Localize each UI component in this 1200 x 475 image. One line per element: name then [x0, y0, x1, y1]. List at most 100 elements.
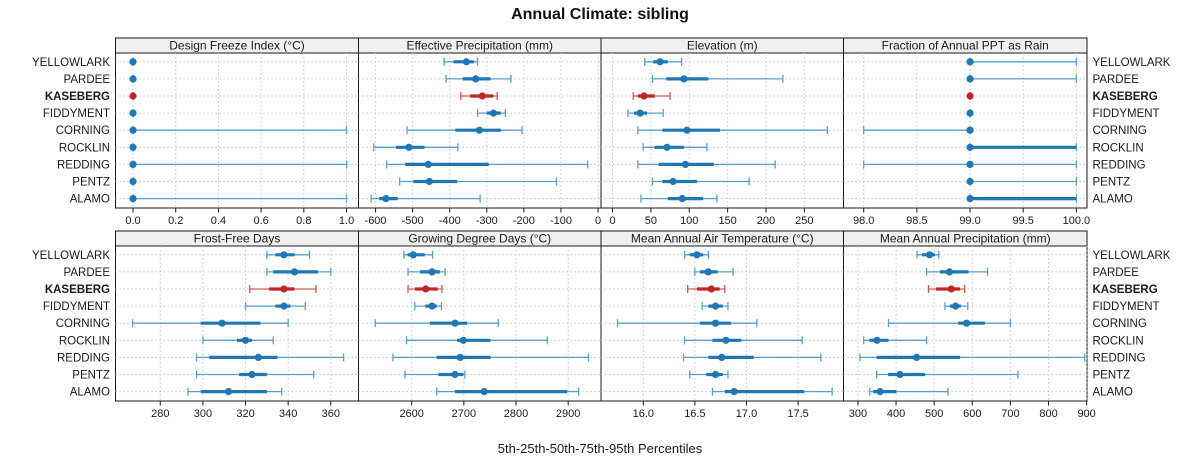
station-label-left-pardee: PARDEE — [64, 267, 111, 279]
median-dot — [681, 160, 690, 168]
station-label-right-corning: CORNING — [1093, 318, 1147, 330]
series-redding — [386, 160, 589, 169]
series-yellowlark — [683, 250, 709, 259]
series-alamo — [370, 194, 481, 203]
panel-frost-free-days: Frost-Free Days 280 300 320 340 360 — [115, 230, 359, 420]
median-dot — [224, 388, 233, 396]
median-dot — [456, 353, 464, 361]
median-dot — [129, 177, 137, 186]
x-tick-label: 800 — [1039, 408, 1057, 420]
median-dot — [966, 109, 974, 117]
median-dot — [129, 75, 137, 83]
series-alamo — [129, 194, 348, 203]
station-label-left-yellowlark: YELLOWLARK — [32, 57, 110, 69]
x-tick-label: 16.5 — [684, 408, 705, 420]
series-corning — [406, 126, 523, 135]
median-dot — [876, 388, 884, 396]
x-tick-label: 100 — [680, 215, 698, 227]
x-tick-label: 0.4 — [211, 215, 226, 227]
series-corning — [887, 319, 1012, 328]
station-label-right-pardee: PARDEE — [1093, 267, 1140, 279]
station-label-left-kaseberg: KASEBERG — [45, 91, 110, 103]
series-pardee — [129, 74, 137, 83]
series-pentz — [876, 370, 1019, 379]
x-tick-label: 0 — [595, 215, 601, 227]
series-rocklin — [642, 143, 708, 152]
median-dot — [683, 126, 691, 134]
station-label-left-pentz: PENTZ — [72, 370, 110, 382]
station-label-left-rocklin: ROCKLIN — [59, 335, 110, 347]
median-dot — [966, 177, 974, 186]
series-fiddyment — [966, 109, 974, 118]
panel-title: Mean Annual Air Temperature (°C) — [631, 232, 814, 246]
series-redding — [195, 353, 345, 362]
x-tick-label: -200 — [513, 215, 535, 227]
x-tick-label: 17.5 — [787, 408, 808, 420]
median-dot — [459, 336, 467, 344]
station-label-right-rocklin: ROCKLIN — [1093, 142, 1144, 154]
x-tick-label: 2900 — [556, 408, 580, 420]
median-dot — [640, 92, 648, 100]
x-tick-label: 320 — [236, 408, 254, 420]
series-rocklin — [405, 336, 548, 345]
series-rocklin — [202, 336, 274, 345]
series-fiddyment — [701, 302, 729, 311]
x-tick-label: 0.0 — [125, 215, 140, 227]
median-dot — [129, 126, 137, 134]
median-dot — [382, 195, 390, 203]
series-yellowlark — [966, 57, 1078, 66]
x-tick-label: 17.0 — [736, 408, 757, 420]
x-tick-label: 0 — [609, 215, 615, 227]
station-label-left-yellowlark: YELLOWLARK — [32, 250, 110, 262]
percentiles-caption: 5th-25th-50th-75th-95th Percentiles — [497, 441, 703, 456]
series-rocklin — [683, 336, 803, 345]
series-corning — [616, 319, 758, 328]
station-label-left-alamo: ALAMO — [70, 194, 110, 206]
median-dot — [636, 109, 644, 117]
median-dot — [129, 92, 137, 100]
panel-elevation-m: Elevation (m) 0 50 100 150 200 250 — [600, 37, 844, 227]
station-label-right-alamo: ALAMO — [1093, 387, 1133, 399]
median-dot — [711, 370, 720, 379]
x-tick-label: 98.5 — [906, 215, 927, 227]
series-yellowlark — [443, 57, 479, 66]
series-pardee — [445, 74, 512, 83]
series-kaseberg — [460, 92, 498, 100]
series-alamo — [966, 194, 1078, 203]
station-label-left-rocklin: ROCKLIN — [59, 142, 110, 154]
station-label-left-redding: REDDING — [57, 159, 110, 171]
x-tick-label: 300 — [849, 408, 867, 420]
median-dot — [711, 302, 720, 310]
series-pardee — [925, 267, 989, 276]
median-dot — [241, 336, 250, 344]
median-dot — [656, 58, 664, 66]
panel-title: Effective Precipitation (mm) — [407, 39, 554, 53]
median-dot — [254, 353, 262, 361]
x-tick-label: 2600 — [399, 408, 423, 420]
series-pardee — [966, 74, 1078, 83]
x-tick-label: -400 — [439, 215, 461, 227]
median-dot — [472, 75, 480, 83]
series-fiddyment — [944, 302, 969, 311]
series-pardee — [694, 267, 734, 276]
median-dot — [409, 251, 417, 259]
x-tick-label: 900 — [1077, 408, 1095, 420]
panel-fraction-of-annual-ppt-as-rain: Fraction of Annual PPT as Rain 98.0 98.5 99… — [843, 37, 1090, 227]
median-dot — [663, 143, 671, 151]
median-dot — [966, 58, 974, 66]
median-dot — [966, 92, 974, 100]
panel-title: Design Freeze Index (°C) — [169, 39, 305, 53]
series-corning — [374, 319, 499, 328]
series-kaseberg — [129, 92, 137, 100]
station-label-right-kaseberg: KASEBERG — [1093, 91, 1158, 103]
x-tick-label: 300 — [194, 408, 212, 420]
median-dot — [280, 302, 288, 310]
x-tick-label: 500 — [925, 408, 943, 420]
median-dot — [290, 268, 299, 276]
series-rocklin — [966, 143, 1078, 152]
x-tick-label: 98.0 — [853, 215, 874, 227]
station-label-right-fiddyment: FIDDYMENT — [1093, 108, 1160, 120]
station-label-right-pentz: PENTZ — [1093, 370, 1131, 382]
median-dot — [248, 370, 256, 379]
